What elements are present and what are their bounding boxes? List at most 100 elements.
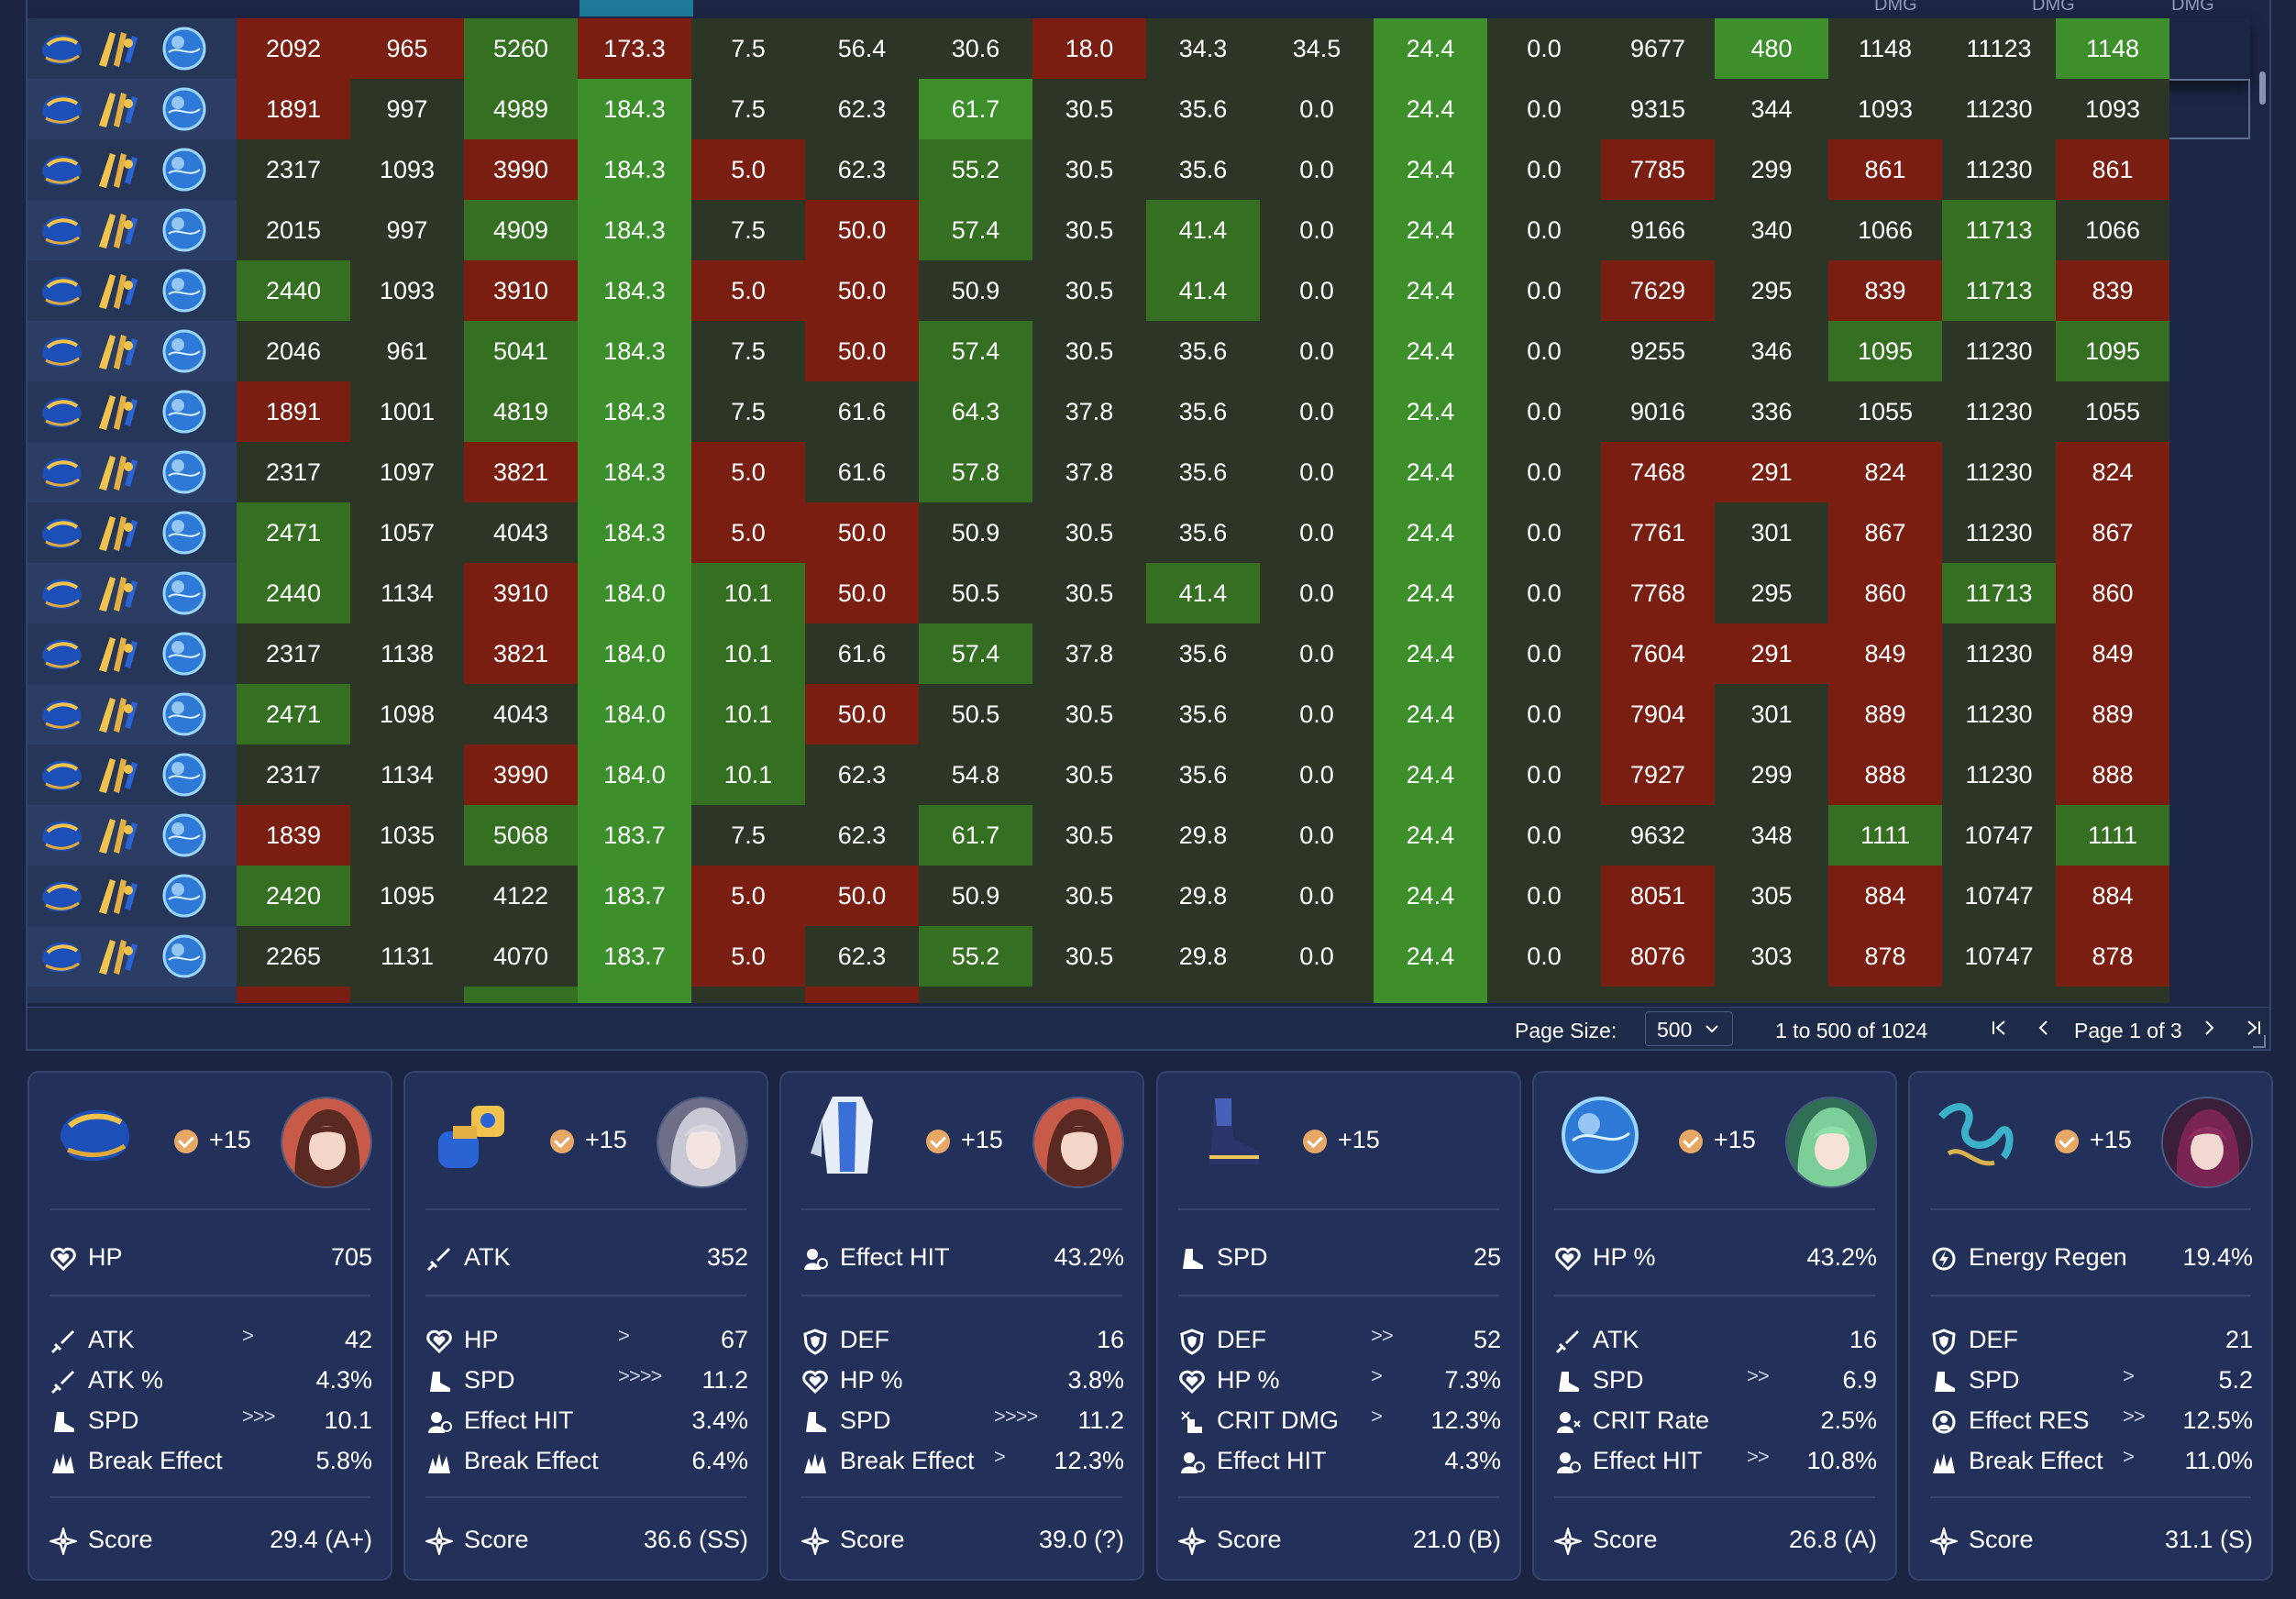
score-icon — [1551, 1525, 1584, 1558]
divider — [1554, 1208, 1875, 1210]
main-stat-name: HP — [88, 1243, 123, 1271]
character-avatar[interactable] — [1785, 1097, 1877, 1188]
table-cell: 50.0 — [805, 563, 919, 623]
table-row[interactable]: 2265 1131 4070 183.7 5.0 62.3 55.2 30.5 29.8 0.0 2… — [28, 926, 2250, 987]
relic-card[interactable]: +15 HP % 43.2% ATK 16 SPD >> 6.9 CRIT Rate 2.5% Ef… — [1532, 1071, 1897, 1581]
table-cell: 57.8 — [919, 442, 1032, 502]
substat-value: 12.3% — [1430, 1406, 1501, 1434]
character-avatar[interactable] — [657, 1097, 748, 1188]
table-cell: 41.4 — [1146, 563, 1260, 623]
hands-relic-icon — [99, 335, 138, 369]
table-cell: 11713 — [1942, 563, 2056, 623]
boot-icon — [801, 1408, 829, 1436]
score-label: Score — [1593, 1526, 1658, 1553]
substat-name: ATK — [88, 1326, 135, 1353]
table-cell: 340 — [1715, 200, 1828, 260]
table-row[interactable]: 1891 1001 4819 184.3 7.5 61.6 64.3 37.8 35.6 0.0 2… — [28, 381, 2250, 442]
table-row[interactable]: 2317 1138 3821 184.0 10.1 61.6 57.4 37.8 35.6 0.0… — [28, 623, 2250, 684]
relic-card[interactable]: +15 Energy Regen 19.4% DEF 21 SPD >5.2 Effect R… — [1908, 1071, 2273, 1581]
table-cell: 50.0 — [805, 866, 919, 926]
substat-row: Break Effect >11.0% — [1930, 1443, 2253, 1480]
table-row[interactable]: 1839 1035 5068 183.7 7.5 62.3 61.7 30.5 29.8 0.0 2… — [28, 805, 2250, 866]
table-cell: 0.0 — [1260, 805, 1374, 866]
roll-indicator: > — [994, 1445, 1006, 1468]
relic-level: +15 — [585, 1126, 627, 1153]
score-icon — [799, 1525, 832, 1558]
table-cell: 0.0 — [1487, 563, 1601, 623]
substat-row: DEF 16 — [801, 1322, 1124, 1359]
character-avatar[interactable] — [281, 1097, 372, 1188]
boot-icon — [50, 1408, 77, 1436]
table-cell: 861 — [1828, 139, 1942, 200]
table-cell: 7.5 — [691, 18, 805, 79]
substat-row: Effect HIT 4.3% — [1178, 1443, 1501, 1480]
character-avatar[interactable] — [2161, 1097, 2253, 1188]
resize-grip[interactable] — [2253, 1035, 2266, 1048]
table-row[interactable]: 2440 1134 3910 184.0 10.1 50.0 50.5 30.5 41.4 0.0… — [28, 563, 2250, 623]
first-page-icon[interactable] — [1990, 1019, 2010, 1037]
table-cell: 11230 — [1942, 502, 2056, 563]
table-cell: 1066 — [2056, 200, 2169, 260]
rope-relic-icon — [1930, 1089, 2022, 1181]
substat-row: ATK % 4.3% — [50, 1362, 372, 1399]
table-row[interactable]: 2317 1134 3990 184.0 10.1 62.3 54.8 30.5 35.6 0.0… — [28, 744, 2250, 805]
table-row[interactable]: 2046 961 5041 184.3 7.5 50.0 57.4 30.5 35.6 0.0 24… — [28, 321, 2250, 381]
table-cell: 5.0 — [691, 926, 805, 987]
table-row[interactable]: 2471 1057 4043 184.3 5.0 50.0 50.9 30.5 35.6 0.0 2… — [28, 502, 2250, 563]
roll-indicator: > — [1371, 1405, 1383, 1428]
table-row-partial[interactable] — [28, 987, 2250, 1003]
table-cell: 2317 — [237, 442, 350, 502]
table-cell: 24.4 — [1374, 866, 1487, 926]
table-row[interactable]: 2440 1093 3910 184.3 5.0 50.0 50.9 30.5 41.4 0.0 2… — [28, 260, 2250, 321]
column-header-dmg[interactable]: DMG — [1874, 0, 1917, 15]
relic-card[interactable]: +15 Effect HIT 43.2% DEF 16 HP % 3.8% SPD >>>> 11… — [779, 1071, 1144, 1581]
table-row[interactable]: 2317 1097 3821 184.3 5.0 61.6 57.8 37.8 35.6 0.0 2… — [28, 442, 2250, 502]
head-relic-icon — [42, 579, 82, 610]
table-row[interactable]: 2471 1098 4043 184.0 10.1 50.0 50.5 30.5 35.6 0.0… — [28, 684, 2250, 744]
relic-level: +15 — [1338, 1126, 1380, 1153]
table-cell: 35.6 — [1146, 442, 1260, 502]
table-cell: 884 — [2056, 866, 2169, 926]
table-cell: 184.0 — [578, 684, 691, 744]
relic-card[interactable]: +15 ATK 352 HP >67 SPD >>>> 11.2 Effect HIT 3.4% B… — [403, 1071, 768, 1581]
relic-card[interactable]: +15 SPD 25 DEF >> 52 HP % >7.3% CRIT DMG >12.3% Ef… — [1156, 1071, 1521, 1581]
page-size-select[interactable]: 500 — [1645, 1011, 1733, 1046]
table-cell: 50.5 — [919, 684, 1032, 744]
score-icon — [1176, 1525, 1209, 1558]
table-row[interactable]: 2420 1095 4122 183.7 5.0 50.0 50.9 30.5 29.8 0.0 2… — [28, 866, 2250, 926]
table-cell: 61.6 — [805, 623, 919, 684]
table-cell: 0.0 — [1487, 684, 1601, 744]
scrollbar-thumb[interactable] — [2259, 72, 2266, 105]
effect-hit-icon — [801, 1245, 829, 1273]
table-cell: 888 — [1828, 744, 1942, 805]
substat-value: 4.3% — [315, 1366, 372, 1394]
table-row[interactable]: 2317 1093 3990 184.3 5.0 62.3 55.2 30.5 35.6 0.0 2… — [28, 139, 2250, 200]
table-row[interactable]: 1891 997 4989 184.3 7.5 62.3 61.7 30.5 35.6 0.0 24… — [28, 79, 2250, 139]
sphere-relic-icon — [162, 934, 206, 978]
table-cell: 24.4 — [1374, 926, 1487, 987]
table-cell: 10.1 — [691, 563, 805, 623]
divider — [801, 1496, 1122, 1498]
table-row[interactable]: 2092 965 5260 173.3 7.5 56.4 30.6 18.0 34.3 34.5 2… — [28, 18, 2250, 79]
previous-page-icon[interactable] — [2036, 1019, 2050, 1037]
table-cell: 35.6 — [1146, 744, 1260, 805]
table-cell: 37.8 — [1032, 381, 1146, 442]
table-cell: 480 — [1715, 18, 1828, 79]
shield-icon — [1178, 1328, 1206, 1355]
relic-card[interactable]: +15 HP 705 ATK >42 ATK % 4.3% SPD >>> 10.1 Break E… — [28, 1071, 392, 1581]
table-cell: 7.5 — [691, 200, 805, 260]
next-page-icon[interactable] — [2202, 1019, 2217, 1037]
character-avatar[interactable] — [1032, 1097, 1124, 1188]
last-page-icon[interactable] — [2243, 1019, 2263, 1037]
column-header-dmg[interactable]: DMG — [2171, 0, 2214, 15]
column-header-dmg[interactable]: DMG — [2032, 0, 2075, 15]
hands-relic-icon — [99, 274, 138, 309]
table-cell: 299 — [1715, 744, 1828, 805]
divider — [1178, 1208, 1499, 1210]
table-cell: 7468 — [1601, 442, 1715, 502]
hands-relic-icon — [99, 637, 138, 672]
table-cell: 1055 — [2056, 381, 2169, 442]
head-relic-icon — [42, 639, 82, 670]
table-row[interactable]: 2015 997 4909 184.3 7.5 50.0 57.4 30.5 41.4 0.0 24… — [28, 200, 2250, 260]
table-cell — [805, 987, 919, 1003]
